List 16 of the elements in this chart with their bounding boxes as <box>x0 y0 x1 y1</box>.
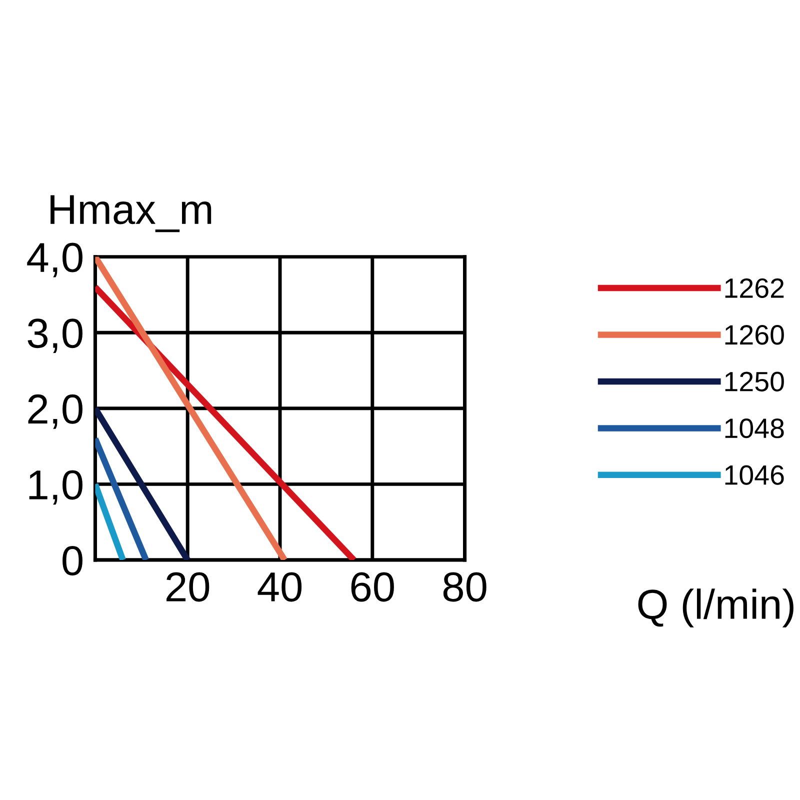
x-tick-label: 40 <box>258 572 302 602</box>
legend-label: 1260 <box>725 325 784 345</box>
x-tick-label: 60 <box>351 572 394 602</box>
y-tick-label: 1,0 <box>29 470 82 505</box>
x-axis-title: Q (l/min) <box>638 588 794 628</box>
x-tick-label: 80 <box>443 572 486 602</box>
y-axis-title: Hmax_m <box>50 195 212 232</box>
legend-label: 1048 <box>725 418 784 438</box>
y-tick-label: 3,0 <box>28 318 82 354</box>
x-tick-label: 20 <box>166 572 210 602</box>
legend-label: 1250 <box>725 372 784 392</box>
legend-label: 1262 <box>725 278 784 298</box>
legend-label: 1046 <box>725 465 784 485</box>
y-tick-label: 2,0 <box>28 394 82 429</box>
y-tick-label: 4,0 <box>27 242 82 278</box>
y-tick-label: 0 <box>62 546 82 576</box>
